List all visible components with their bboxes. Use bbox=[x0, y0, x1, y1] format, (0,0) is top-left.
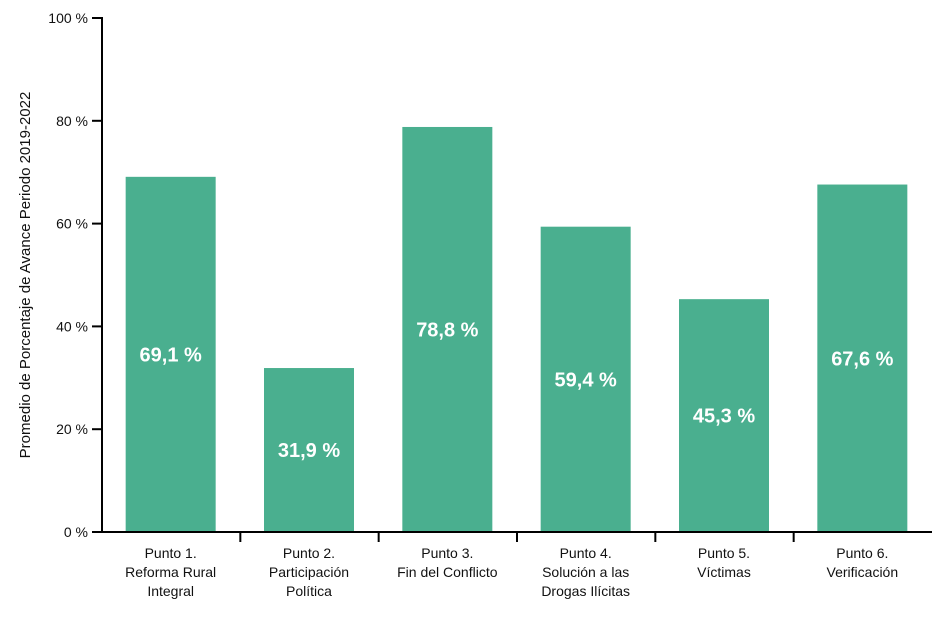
x-category-label-line: Punto 5. bbox=[698, 545, 750, 561]
x-category-label-line: Punto 6. bbox=[836, 545, 888, 561]
x-category-label: Punto 3. Fin del Conflicto bbox=[397, 545, 498, 580]
x-category-label-line: Política bbox=[286, 583, 332, 599]
x-category-label-line: Punto 2. bbox=[283, 545, 335, 561]
bar-value-label: 45,3 % bbox=[693, 406, 755, 428]
bar bbox=[679, 299, 769, 532]
bars bbox=[125, 126, 908, 533]
bar bbox=[125, 176, 216, 533]
y-tick-label: 0 % bbox=[64, 524, 88, 540]
bar bbox=[264, 368, 354, 532]
x-category-label-line: Drogas Ilícitas bbox=[541, 583, 630, 599]
bar-value-label: 59,4 % bbox=[555, 369, 617, 391]
x-category-label: Punto 1. Reforma Rural Integral bbox=[125, 545, 216, 599]
y-tick-label: 80 % bbox=[56, 113, 88, 129]
x-category-label-line: Punto 3. bbox=[421, 545, 473, 561]
y-axis-label-group: Promedio de Porcentaje de Avance Periodo… bbox=[17, 92, 34, 459]
y-tick-label: 100 % bbox=[48, 10, 88, 26]
x-category-label-line: Punto 4. bbox=[560, 545, 612, 561]
bar bbox=[817, 184, 908, 532]
y-axis-label: Promedio de Porcentaje de Avance Periodo… bbox=[17, 92, 34, 459]
y-tick-label: 40 % bbox=[56, 318, 88, 334]
data-labels: 69,1 % 31,9 % 78,8 % 59,4 % 45,3 % 67,6 % bbox=[140, 319, 894, 462]
x-category-label: Punto 4. Solución a las Drogas Ilícitas bbox=[541, 545, 630, 599]
x-category-label-line: Fin del Conflicto bbox=[397, 564, 498, 580]
bar bbox=[540, 226, 631, 532]
y-tick-label: 60 % bbox=[56, 216, 88, 232]
bar bbox=[402, 126, 493, 532]
x-category-label-line: Solución a las bbox=[542, 564, 629, 580]
axes bbox=[101, 17, 932, 533]
y-tick-label: 20 % bbox=[56, 421, 88, 437]
x-category-label-line: Víctimas bbox=[697, 564, 751, 580]
y-axis-ticks: 0 % 20 % 40 % 60 % 80 % 100 % bbox=[48, 10, 102, 540]
x-axis-categories: Punto 1. Reforma Rural Integral Punto 2. Par… bbox=[125, 532, 898, 599]
bar-value-label: 69,1 % bbox=[140, 344, 202, 366]
x-category-label-line: Verificación bbox=[827, 564, 899, 580]
x-category-label-line: Reforma Rural bbox=[125, 564, 216, 580]
bar-value-label: 78,8 % bbox=[416, 319, 478, 341]
bar-value-label: 67,6 % bbox=[831, 348, 893, 370]
x-category-label: Punto 6. Verificación bbox=[827, 545, 899, 580]
x-category-label-line: Punto 1. bbox=[145, 545, 197, 561]
x-category-label: Punto 2. Participación Política bbox=[269, 545, 349, 599]
bar-value-label: 31,9 % bbox=[278, 440, 340, 462]
x-category-label-line: Participación bbox=[269, 564, 349, 580]
x-category-label-line: Integral bbox=[147, 583, 194, 599]
x-category-label: Punto 5. Víctimas bbox=[697, 545, 751, 580]
